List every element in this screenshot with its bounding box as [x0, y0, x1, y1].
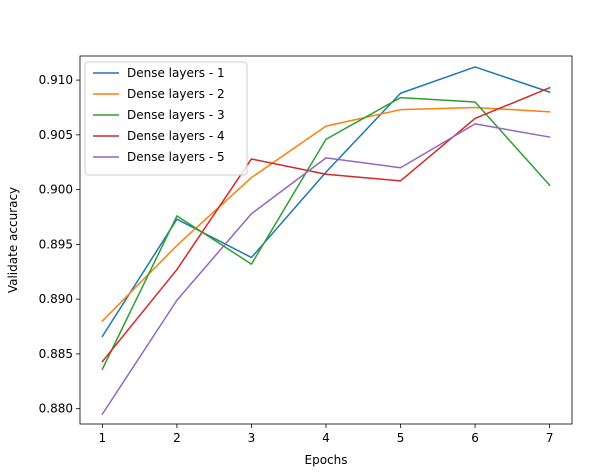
- legend-label-4: Dense layers - 4: [127, 129, 225, 143]
- x-axis-label: Epochs: [305, 453, 348, 467]
- legend-label-3: Dense layers - 3: [127, 108, 225, 122]
- x-tick-label: 1: [99, 431, 107, 445]
- y-axis-label: Validate accuracy: [6, 187, 20, 293]
- legend-label-5: Dense layers - 5: [127, 150, 225, 164]
- series-line-4: [101, 86, 551, 363]
- x-tick-label: 5: [397, 431, 405, 445]
- x-tick-label: 3: [248, 431, 256, 445]
- x-tick-label: 4: [322, 431, 330, 445]
- y-tick-label: 0.880: [39, 402, 73, 416]
- series-layer: [101, 66, 551, 416]
- legend: Dense layers - 1 Dense layers - 2 Dense la…: [84, 61, 248, 176]
- y-tick-label: 0.890: [39, 292, 73, 306]
- series-line-2: [101, 106, 551, 323]
- x-tick-label: 6: [471, 431, 479, 445]
- y-tick-label: 0.885: [39, 347, 73, 361]
- y-tick-label: 0.910: [39, 73, 73, 87]
- series-line-5: [101, 123, 551, 416]
- x-tick-label: 7: [546, 431, 554, 445]
- series-line-1: [101, 66, 551, 338]
- legend-label-2: Dense layers - 2: [127, 87, 225, 101]
- x-tick-label: 2: [173, 431, 181, 445]
- legend-box: [84, 61, 248, 176]
- axes-layer: 1 2 3 4 5 6 7 0.880 0.885 0.890 0.895 0.900 0.905 0.9…: [39, 55, 573, 445]
- legend-label-1: Dense layers - 1: [127, 66, 225, 80]
- y-tick-label: 0.900: [39, 183, 73, 197]
- series-line-3: [101, 96, 551, 371]
- y-tick-label: 0.895: [39, 237, 73, 251]
- y-tick-label: 0.905: [39, 128, 73, 142]
